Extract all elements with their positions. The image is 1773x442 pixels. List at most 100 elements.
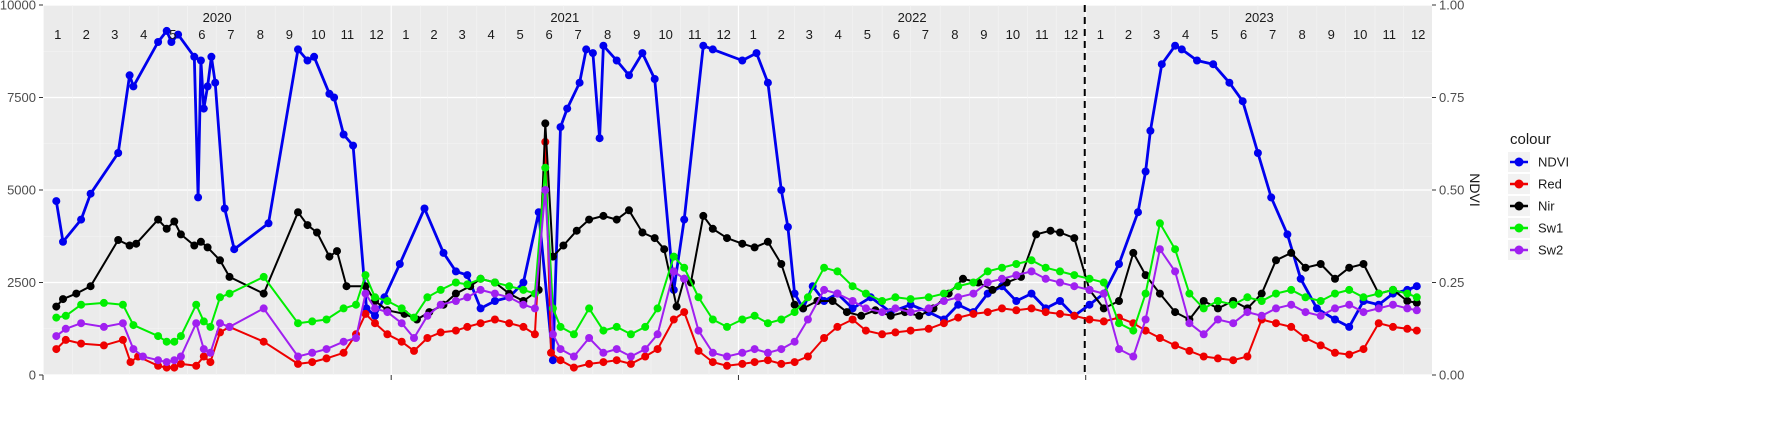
data-point-sw1 (569, 330, 578, 339)
month-label: 4 (1182, 27, 1189, 42)
data-point-sw1 (1129, 326, 1138, 335)
data-point-red (626, 359, 635, 368)
data-point-red (1012, 306, 1021, 315)
data-point-sw1 (225, 289, 234, 298)
data-point-red (1213, 354, 1222, 363)
data-point-sw1 (1115, 319, 1123, 328)
data-point-sw2 (436, 300, 445, 309)
data-point-red (585, 359, 594, 368)
data-point-red (1412, 326, 1421, 335)
data-point-sw1 (436, 285, 445, 294)
data-point-red (723, 361, 731, 370)
data-point-red (1041, 308, 1050, 317)
data-point-sw2 (129, 345, 138, 354)
data-point-sw1 (612, 322, 621, 331)
data-point-red (1331, 348, 1339, 357)
data-point-ndvi (52, 197, 61, 206)
data-point-red (436, 328, 445, 337)
month-label: 1 (402, 27, 409, 42)
data-point-nir (638, 228, 647, 237)
data-point-ndvi (1157, 60, 1166, 69)
data-point-nir (1199, 297, 1208, 305)
data-point-sw2 (723, 352, 731, 361)
data-point-sw1 (669, 252, 678, 261)
data-point-ndvi (211, 78, 220, 87)
series-sw1 (52, 163, 1421, 346)
data-point-red (476, 319, 485, 328)
data-point-nir (1359, 260, 1368, 268)
data-point-sw2 (1129, 352, 1138, 361)
data-point-nir (857, 311, 866, 320)
data-point-sw2 (138, 352, 147, 361)
data-point-red (1345, 350, 1354, 359)
data-point-nir (1272, 256, 1280, 265)
data-point-ndvi (650, 75, 659, 83)
data-point-sw2 (803, 315, 812, 324)
y-axis-right-title: NDVI (1467, 173, 1483, 206)
data-point-sw1 (891, 293, 900, 302)
data-point-sw2 (176, 352, 185, 361)
data-point-red (1389, 322, 1397, 331)
data-point-red (505, 319, 514, 328)
y-tick-label-left: 7500 (7, 90, 36, 105)
data-point-sw2 (225, 322, 234, 331)
data-point-red (708, 358, 717, 367)
data-point-nir (1070, 234, 1079, 243)
y-axis-left: 0 2500 5000 7500 10000 (0, 0, 43, 383)
data-point-red (861, 326, 870, 335)
data-point-sw1 (1287, 285, 1296, 294)
data-point-sw1 (939, 289, 948, 298)
data-point-sw2 (708, 348, 717, 357)
data-point-sw2 (569, 352, 578, 361)
data-point-red (1070, 311, 1079, 320)
data-point-sw1 (154, 332, 163, 341)
data-point-sw1 (383, 297, 392, 305)
data-point-sw2 (490, 289, 499, 298)
data-point-sw1 (476, 274, 485, 283)
data-point-sw2 (891, 304, 900, 313)
month-label: 7 (227, 27, 234, 42)
data-point-sw1 (1229, 300, 1238, 309)
data-point-red (763, 356, 772, 365)
data-point-ndvi (699, 41, 708, 50)
year-label: 2021 (550, 10, 579, 25)
legend-item-red: Red (1508, 174, 1562, 194)
data-point-sw1 (1041, 263, 1050, 272)
month-label: 8 (1298, 27, 1305, 42)
data-point-red (1272, 319, 1280, 328)
data-point-nir (750, 243, 759, 252)
month-label: 9 (286, 27, 293, 42)
data-point-red (547, 348, 555, 357)
y-tick-label-left: 5000 (7, 183, 36, 198)
data-point-red (530, 330, 539, 339)
data-point-sw1 (1185, 289, 1194, 298)
legend-key-point (1514, 179, 1524, 189)
data-point-sw1 (397, 304, 406, 313)
data-point-red (490, 315, 499, 324)
month-label: 1 (54, 27, 61, 42)
data-point-red (410, 346, 418, 355)
data-point-sw1 (519, 285, 528, 294)
data-point-sw1 (1155, 219, 1164, 228)
data-point-ndvi (1193, 56, 1201, 65)
data-point-ndvi (595, 134, 604, 143)
data-point-nir (1171, 308, 1180, 317)
data-point-ndvi (59, 237, 67, 246)
data-point-ndvi (548, 356, 557, 365)
data-point-nir (915, 311, 924, 320)
data-point-sw1 (1272, 289, 1280, 298)
data-point-sw2 (1389, 300, 1397, 309)
data-point-sw2 (1141, 315, 1150, 324)
data-point-red (878, 330, 887, 339)
data-point-sw2 (1213, 315, 1222, 324)
data-point-nir (72, 289, 81, 298)
data-point-sw2 (216, 319, 224, 328)
data-point-sw1 (1403, 289, 1412, 298)
data-point-sw1 (1070, 271, 1079, 280)
data-point-red (423, 334, 432, 342)
legend-item-ndvi: NDVI (1508, 152, 1569, 172)
data-point-red (77, 339, 86, 348)
data-point-ndvi (1012, 297, 1021, 305)
data-point-ndvi (77, 215, 86, 224)
